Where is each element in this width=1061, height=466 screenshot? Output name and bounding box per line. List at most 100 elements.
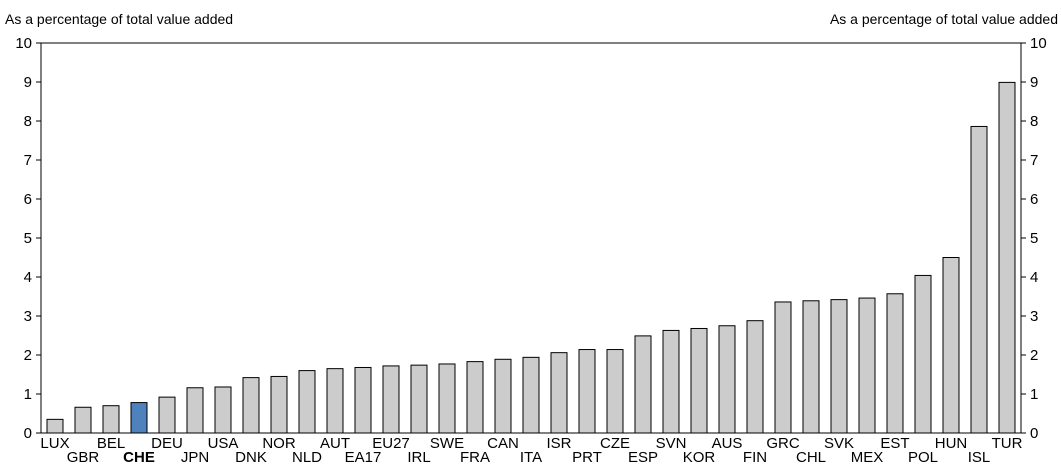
bar-isr xyxy=(550,352,568,434)
category-label-lux: LUX xyxy=(40,435,69,452)
bar-deu xyxy=(158,396,176,434)
right-tick-label: 2 xyxy=(1030,347,1038,364)
bar-mex xyxy=(858,297,876,434)
category-label-aus: AUS xyxy=(712,435,743,452)
category-label-isl: ISL xyxy=(968,449,991,466)
category-label-deu: DEU xyxy=(151,435,183,452)
category-label-fin: FIN xyxy=(743,449,767,466)
bar-jpn xyxy=(186,387,204,434)
category-label-gbr: GBR xyxy=(67,449,100,466)
bar-fra xyxy=(466,361,484,434)
left-tick-label: 8 xyxy=(24,113,32,130)
right-tick-label: 5 xyxy=(1030,230,1038,247)
bar-tur xyxy=(998,81,1016,434)
category-label-jpn: JPN xyxy=(181,449,209,466)
category-label-swe: SWE xyxy=(430,435,464,452)
bar-chl xyxy=(802,300,820,434)
bar-eu27 xyxy=(382,365,400,434)
right-tick-label: 4 xyxy=(1030,269,1038,286)
category-label-eu27: EU27 xyxy=(372,435,410,452)
right-tick-label: 3 xyxy=(1030,308,1038,325)
right-tick-label: 8 xyxy=(1030,113,1038,130)
bar-bel xyxy=(102,405,120,434)
category-label-mex: MEX xyxy=(851,449,884,466)
bar-gbr xyxy=(74,406,92,434)
category-labels: LUXGBRBELCHEDEUJPNUSADNKNORNLDAUTEA17EU2… xyxy=(40,435,1022,466)
category-label-bel: BEL xyxy=(97,435,125,452)
left-axis-title: As a percentage of total value added xyxy=(5,11,233,27)
bar-esp xyxy=(634,335,652,434)
left-tick-label: 6 xyxy=(24,191,32,208)
category-label-dnk: DNK xyxy=(235,449,267,466)
right-tick-label: 6 xyxy=(1030,191,1038,208)
left-tick-label: 2 xyxy=(24,347,32,364)
bar-aut xyxy=(326,368,344,434)
category-label-can: CAN xyxy=(487,435,519,452)
left-tick-label: 1 xyxy=(24,386,32,403)
category-label-fra: FRA xyxy=(460,449,490,466)
bar-est xyxy=(886,293,904,434)
bar-can xyxy=(494,358,512,434)
category-label-hun: HUN xyxy=(935,435,968,452)
category-label-nor: NOR xyxy=(262,435,296,452)
category-label-svk: SVK xyxy=(824,435,854,452)
bar-che xyxy=(130,402,148,434)
bar-fin xyxy=(746,320,764,434)
axes-group xyxy=(36,42,1026,434)
bar-hun xyxy=(942,257,960,434)
category-label-nld: NLD xyxy=(292,449,322,466)
category-label-esp: ESP xyxy=(628,449,658,466)
plot-frame xyxy=(40,42,1022,434)
left-tick-label: 10 xyxy=(15,35,32,52)
right-tick-labels: 0 1 2 3 4 5 6 7 8 9 10 xyxy=(1030,35,1047,442)
category-label-cze: CZE xyxy=(600,435,630,452)
category-label-aut: AUT xyxy=(320,435,350,452)
left-tick-label: 7 xyxy=(24,152,32,169)
bar-aus xyxy=(718,325,736,434)
bar-cze xyxy=(606,349,624,434)
bar-prt xyxy=(578,349,596,434)
right-tick-label: 9 xyxy=(1030,74,1038,91)
category-label-ea17: EA17 xyxy=(345,449,382,466)
bar-lux xyxy=(46,418,64,434)
left-tick-labels: 0 1 2 3 4 5 6 7 8 9 10 xyxy=(15,35,32,442)
category-label-kor: KOR xyxy=(683,449,716,466)
right-tick-label: 0 xyxy=(1030,425,1038,442)
bar-swe xyxy=(438,363,456,434)
bar-nld xyxy=(298,370,316,434)
right-tick-label: 10 xyxy=(1030,35,1047,52)
left-tick-label: 3 xyxy=(24,308,32,325)
bar-usa xyxy=(214,386,232,434)
category-label-usa: USA xyxy=(208,435,239,452)
left-tick-label: 0 xyxy=(24,425,32,442)
bar-svk xyxy=(830,299,848,434)
category-label-prt: PRT xyxy=(572,449,602,466)
right-tick-label: 1 xyxy=(1030,386,1038,403)
bar-grc xyxy=(774,301,792,434)
bar-irl xyxy=(410,364,428,434)
category-label-che: CHE xyxy=(123,449,155,466)
right-tick-label: 7 xyxy=(1030,152,1038,169)
bar-ea17 xyxy=(354,366,372,434)
category-label-ita: ITA xyxy=(520,449,542,466)
category-label-chl: CHL xyxy=(796,449,826,466)
category-label-svn: SVN xyxy=(656,435,687,452)
bars-group xyxy=(46,81,1016,434)
bar-nor xyxy=(270,375,288,434)
category-label-isr: ISR xyxy=(546,435,571,452)
bar-svn xyxy=(662,329,680,434)
right-axis-title: As a percentage of total value added xyxy=(830,11,1058,27)
category-label-irl: IRL xyxy=(407,449,430,466)
left-tick-label: 4 xyxy=(24,269,32,286)
category-label-grc: GRC xyxy=(766,435,800,452)
bar-isl xyxy=(970,125,988,434)
category-label-est: EST xyxy=(880,435,909,452)
left-tick-label: 5 xyxy=(24,230,32,247)
bar-pol xyxy=(914,274,932,434)
left-tick-label: 9 xyxy=(24,74,32,91)
category-label-tur: TUR xyxy=(992,435,1023,452)
category-label-pol: POL xyxy=(908,449,938,466)
bar-kor xyxy=(690,327,708,434)
bar-dnk xyxy=(242,377,260,434)
